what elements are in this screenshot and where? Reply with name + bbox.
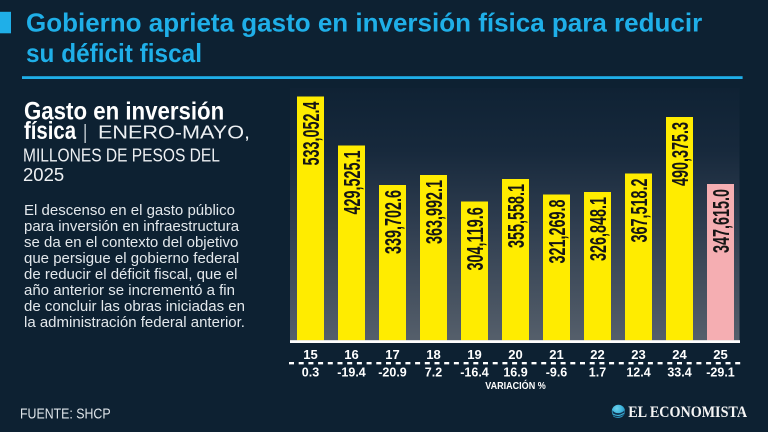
- svg-text:304,119.6: 304,119.6: [464, 207, 489, 270]
- svg-text:año anterior se incrementó a f: año anterior se incrementó a fin: [24, 282, 235, 299]
- svg-text:355,558.1: 355,558.1: [505, 184, 530, 248]
- svg-text:El descenso en el gasto públic: El descenso en el gasto público: [24, 202, 235, 219]
- svg-text:19: 19: [467, 347, 481, 362]
- svg-text:su déficit fiscal: su déficit fiscal: [26, 39, 202, 68]
- svg-text:EL ECONOMISTA: EL ECONOMISTA: [628, 404, 747, 421]
- svg-text:Gobierno aprieta gasto en inve: Gobierno aprieta gasto en inversión físi…: [26, 8, 702, 38]
- svg-text:-29.1: -29.1: [706, 366, 735, 380]
- svg-text:1.7: 1.7: [589, 366, 606, 380]
- svg-text:-19.4: -19.4: [337, 366, 366, 380]
- svg-text:MILLONES DE PESOS DEL: MILLONES DE PESOS DEL: [23, 145, 220, 166]
- svg-text:12.4: 12.4: [626, 366, 650, 380]
- svg-text:se da en el contexto del objet: se da en el contexto del objetivo: [24, 234, 238, 251]
- svg-text:16.9: 16.9: [503, 366, 527, 380]
- svg-text:20: 20: [508, 347, 522, 362]
- svg-text:25: 25: [713, 347, 727, 362]
- svg-text:Gasto en inversión: Gasto en inversión: [24, 98, 224, 125]
- svg-text:533,052.4: 533,052.4: [300, 101, 325, 165]
- svg-text:33.4: 33.4: [667, 366, 691, 380]
- svg-text:15: 15: [303, 347, 317, 362]
- svg-text:0.3: 0.3: [302, 366, 319, 380]
- svg-text:2025: 2025: [23, 164, 64, 185]
- svg-text:490,375.3: 490,375.3: [669, 122, 694, 186]
- svg-text:para inversión en infraestruct: para inversión en infraestructura: [24, 218, 240, 235]
- svg-text:339,702.6: 339,702.6: [382, 190, 407, 254]
- svg-text:VARIACIÓN %: VARIACIÓN %: [485, 379, 546, 392]
- svg-text:23: 23: [631, 347, 645, 362]
- svg-text:22: 22: [590, 347, 604, 362]
- svg-text:347,615.0: 347,615.0: [710, 189, 735, 253]
- svg-text:367,518.2: 367,518.2: [628, 178, 653, 242]
- svg-text:ENERO-MAYO,: ENERO-MAYO,: [98, 122, 250, 143]
- svg-text:24: 24: [672, 347, 687, 362]
- svg-text:FUENTE: SHCP: FUENTE: SHCP: [20, 406, 111, 422]
- svg-text:21: 21: [549, 347, 563, 362]
- svg-text:la administración federal ante: la administración federal anterior.: [24, 314, 245, 331]
- svg-text:-20.9: -20.9: [378, 366, 407, 380]
- svg-text:17: 17: [385, 347, 399, 362]
- svg-text:de concluir las obras iniciada: de concluir las obras iniciadas en: [24, 298, 245, 315]
- svg-text:-9.6: -9.6: [546, 366, 568, 380]
- svg-text:326,848.1: 326,848.1: [587, 197, 612, 261]
- svg-text:que persigue el gobierno feder: que persigue el gobierno federal: [24, 250, 239, 267]
- svg-text:18: 18: [426, 347, 440, 362]
- svg-text:-16.4: -16.4: [460, 366, 489, 380]
- svg-text:de reducir el déficit fiscal,: de reducir el déficit fiscal, que el: [24, 266, 237, 283]
- svg-text:16: 16: [344, 347, 358, 362]
- svg-text:321,269.8: 321,269.8: [546, 199, 571, 263]
- svg-text:363,992.1: 363,992.1: [423, 180, 448, 244]
- svg-text:física: física: [24, 116, 76, 145]
- svg-text:429,525.1: 429,525.1: [341, 150, 366, 214]
- svg-text:7.2: 7.2: [425, 366, 442, 380]
